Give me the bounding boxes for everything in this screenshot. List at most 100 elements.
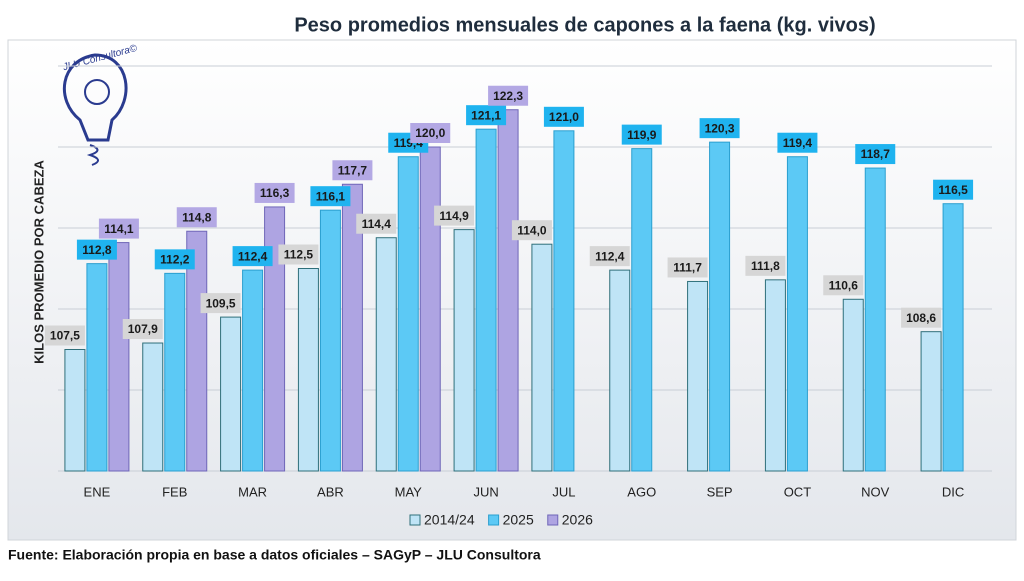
y-axis-label: KILOS PROMEDIO POR CABEZA: [31, 160, 46, 364]
legend-label: 2014/24: [424, 512, 475, 528]
x-tick-label: JUL: [552, 484, 575, 499]
value-label-box: [511, 220, 552, 241]
bar: [842, 298, 864, 472]
value-label: 114,8: [182, 210, 212, 224]
bar: [264, 206, 286, 472]
bar: [375, 237, 397, 472]
value-label: 122,3: [493, 89, 523, 103]
x-tick-label: ABR: [317, 484, 344, 499]
value-label: 112,4: [238, 249, 268, 263]
value-label-box: [823, 275, 864, 296]
value-label: 116,1: [316, 189, 346, 203]
x-tick-label: JUN: [473, 484, 498, 499]
value-label: 114,9: [439, 209, 469, 223]
value-label-box: [98, 218, 139, 239]
x-tick-label: SEP: [707, 484, 733, 499]
value-label: 107,9: [128, 322, 158, 336]
value-label: 112,2: [160, 253, 190, 267]
bar: [764, 279, 786, 472]
bar: [319, 209, 341, 472]
bar: [709, 141, 731, 472]
bar: [942, 203, 964, 472]
chart-title: Peso promedios mensuales de capones a la…: [294, 14, 875, 36]
bar: [920, 331, 942, 472]
value-label-box: [356, 213, 397, 234]
value-label: 110,6: [829, 278, 859, 292]
value-label: 112,4: [595, 249, 625, 263]
value-label-box: [332, 160, 373, 181]
value-label: 112,8: [82, 243, 112, 257]
value-label-box: [200, 293, 241, 314]
x-tick-label: DIC: [942, 484, 964, 499]
bar: [687, 280, 709, 472]
source-note: Fuente: Elaboración propia en base a dat…: [8, 547, 541, 563]
bar: [186, 230, 208, 472]
value-label-box: [488, 85, 529, 106]
bar: [475, 128, 497, 472]
bar: [531, 243, 553, 472]
value-label: 121,1: [471, 108, 501, 122]
bar: [242, 269, 264, 472]
bar: [397, 156, 419, 472]
value-label-box: [122, 319, 163, 340]
value-label: 108,6: [906, 311, 936, 325]
bar: [631, 148, 653, 472]
bar: [419, 146, 441, 472]
value-label-box: [44, 325, 85, 346]
value-label-box: [855, 144, 896, 165]
value-label: 121,0: [549, 110, 579, 124]
value-label-box: [621, 124, 662, 145]
value-label: 116,3: [260, 186, 290, 200]
value-label: 109,5: [206, 296, 236, 310]
value-label: 107,5: [50, 329, 80, 343]
bar: [553, 130, 575, 472]
bar: [164, 272, 186, 472]
x-tick-label: ENE: [84, 484, 111, 499]
x-tick-label: MAR: [238, 484, 267, 499]
value-label-box: [434, 205, 475, 226]
value-label: 112,5: [284, 248, 314, 262]
bar: [108, 242, 130, 472]
bar: [453, 229, 475, 472]
value-label: 111,7: [673, 261, 702, 275]
legend-swatch: [409, 514, 421, 526]
x-tick-label: FEB: [162, 484, 187, 499]
value-label-box: [254, 182, 295, 203]
bar: [297, 268, 319, 472]
value-label: 114,0: [517, 223, 547, 237]
bar: [864, 167, 886, 472]
bar: [341, 183, 363, 472]
value-label-box: [278, 244, 319, 265]
value-label-box: [310, 186, 351, 207]
value-label: 116,5: [938, 183, 968, 197]
value-label: 111,8: [751, 259, 780, 273]
value-label-box: [543, 106, 584, 127]
bar: [786, 156, 808, 472]
value-label: 117,7: [338, 163, 368, 177]
value-label-box: [933, 179, 974, 200]
x-tick-label: AGO: [627, 484, 656, 499]
value-label: 119,9: [627, 128, 657, 142]
value-label-box: [589, 246, 630, 267]
bar: [64, 349, 86, 472]
value-label-box: [667, 257, 708, 278]
value-label-box: [176, 207, 217, 228]
value-label-box: [154, 249, 195, 270]
value-label-box: [466, 105, 507, 126]
value-label: 120,3: [705, 121, 735, 135]
value-label: 114,1: [104, 222, 134, 236]
bar: [220, 316, 242, 472]
bar: [86, 263, 108, 472]
x-tick-label: MAY: [395, 484, 423, 499]
x-tick-label: NOV: [861, 484, 890, 499]
value-label-box: [410, 123, 451, 143]
value-label: 120,0: [415, 126, 445, 140]
value-label: 118,7: [861, 147, 891, 161]
legend-label: 2026: [562, 512, 593, 528]
legend-label: 2025: [503, 512, 534, 528]
value-label-box: [901, 307, 942, 328]
value-label: 119,4: [783, 136, 813, 150]
value-label-box: [76, 239, 117, 260]
